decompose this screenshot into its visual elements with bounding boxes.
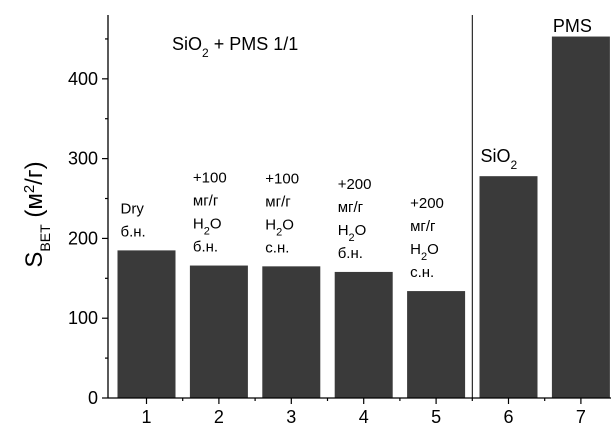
y-tick-label: 400 [68, 69, 98, 89]
bar-4 [334, 271, 393, 398]
x-tick-label: 6 [503, 407, 513, 427]
bar-annotation-line: H2O [265, 216, 294, 238]
x-tick-label: 7 [576, 407, 586, 427]
x-tick-label: 4 [359, 407, 369, 427]
y-tick-label: 0 [88, 388, 98, 408]
bar-annotation-line: H2O [193, 216, 222, 238]
bar-top-label: SiO2 [481, 146, 518, 172]
bar-annotation-line: б.н. [121, 223, 146, 240]
y-tick-label: 300 [68, 149, 98, 169]
x-tick-label: 3 [286, 407, 296, 427]
y-tick-label: 200 [68, 228, 98, 248]
bar-annotation-line: H2O [410, 241, 439, 263]
bar-annotation-line: H2O [338, 222, 367, 244]
bar-annotation-line: с.н. [410, 264, 434, 281]
bar-annotation-line: +200 [410, 195, 444, 212]
bar-3 [262, 266, 321, 398]
bar-annotation-line: с.н. [265, 239, 289, 256]
bar-top-label: PMS [553, 16, 592, 36]
bar-annotation-line: мг/г [265, 193, 291, 210]
bar-annotation-line: мг/г [410, 218, 436, 235]
bar-annotation-line: +200 [338, 176, 372, 193]
bar-6 [479, 176, 538, 398]
bar-5 [407, 291, 466, 398]
bars-group [117, 36, 610, 398]
bar-annotation-line: мг/г [338, 199, 364, 216]
bar-annotation-line: б.н. [193, 239, 218, 256]
bar-annotation-line: Dry [121, 200, 145, 217]
axes-group [102, 15, 611, 404]
bar-annotation-line: мг/г [193, 193, 219, 210]
x-tick-label: 5 [431, 407, 441, 427]
x-tick-label: 2 [214, 407, 224, 427]
x-tick-label: 1 [141, 407, 151, 427]
bar-annotation-line: +100 [193, 170, 227, 187]
chart-title: SiO2 + PMS 1/1 [172, 34, 298, 60]
y-tick-label: 100 [68, 308, 98, 328]
bar-2 [189, 265, 248, 398]
bar-1 [117, 250, 176, 398]
labels-group: 0 100 200 300 400 1 2 3 4 5 6 7 SBET (м2/г) SiO2 + PM… [21, 16, 592, 427]
bar-annotation-line: +100 [265, 170, 299, 187]
bar-annotation-line: б.н. [338, 245, 363, 262]
bar-7 [551, 36, 610, 398]
y-axis-title: SBET (м2/г) [21, 161, 54, 267]
